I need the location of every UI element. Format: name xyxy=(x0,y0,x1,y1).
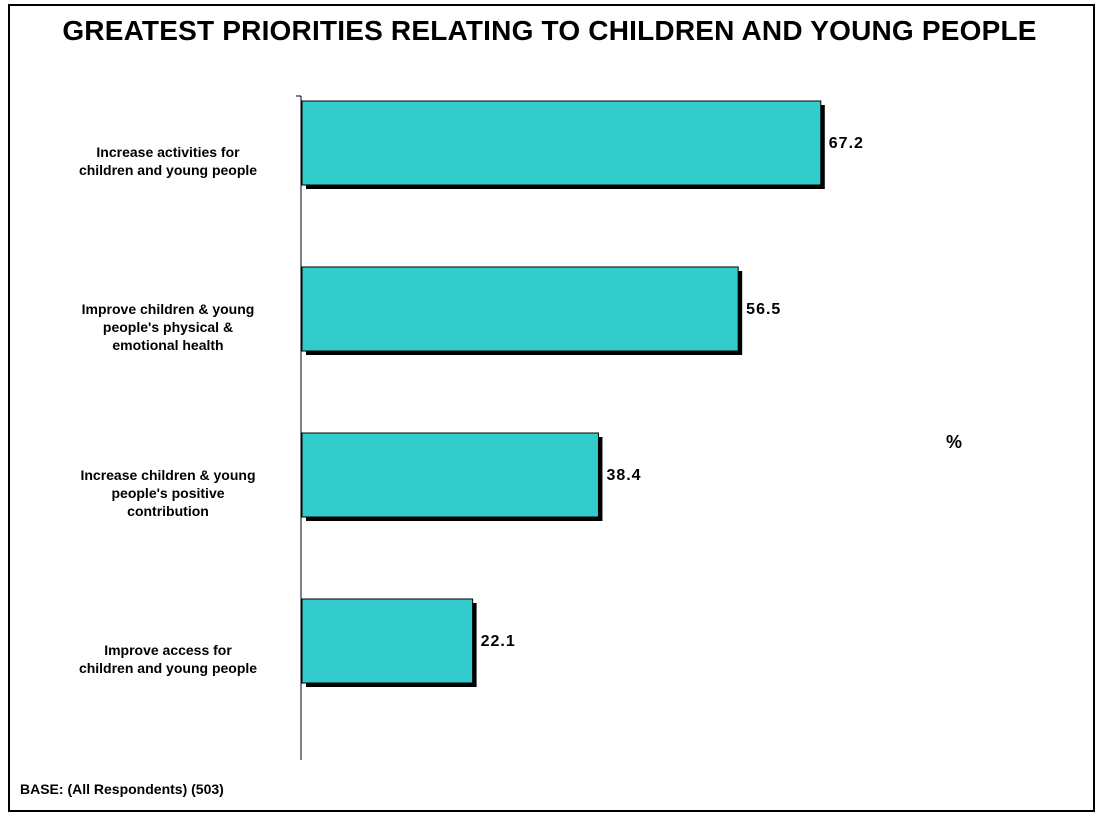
category-label-line: contribution xyxy=(127,503,209,519)
bar xyxy=(301,100,822,186)
unit-label: % xyxy=(946,432,963,452)
category-label-line: people's positive xyxy=(111,485,224,501)
category-label: Improve access for children and young peo… xyxy=(79,642,257,676)
bars-group xyxy=(301,100,825,687)
category-label: Improve children & young people's physica… xyxy=(82,301,255,353)
bar-value-label: 56.5 xyxy=(746,301,781,318)
category-label-line: Increase children & young xyxy=(80,467,255,483)
category-label-line: Improve children & young xyxy=(82,301,255,317)
bar xyxy=(301,598,474,684)
bar-value-label: 67.2 xyxy=(829,135,864,152)
category-label-line: children and young people xyxy=(79,162,257,178)
value-labels: 67.2 56.5 38.4 22.1 xyxy=(481,135,864,650)
category-label-line: emotional health xyxy=(112,337,223,353)
bar-value-label: 38.4 xyxy=(606,467,641,484)
category-labels: Increase activities for children and youn… xyxy=(79,144,257,676)
category-label-line: people's physical & xyxy=(103,319,233,335)
bar xyxy=(301,432,599,518)
bar-value-label: 22.1 xyxy=(481,633,516,650)
chart-title: GREATEST PRIORITIES RELATING TO CHILDREN… xyxy=(62,15,1037,46)
category-label-line: Increase activities for xyxy=(96,144,240,160)
category-label: Increase activities for children and youn… xyxy=(79,144,257,178)
category-label-line: children and young people xyxy=(79,660,257,676)
base-note: BASE: (All Respondents) (503) xyxy=(20,781,224,797)
category-label-line: Improve access for xyxy=(104,642,232,658)
bar xyxy=(301,266,739,352)
category-label: Increase children & young people's positi… xyxy=(80,467,255,519)
